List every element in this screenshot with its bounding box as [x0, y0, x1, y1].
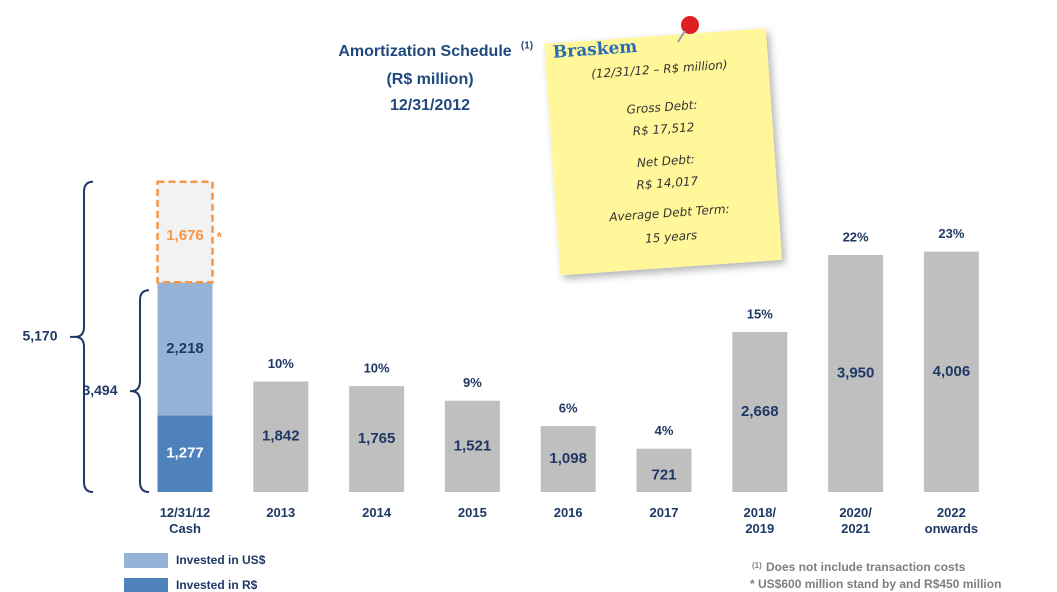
value-label: 1,521: [454, 437, 492, 454]
bar: [444, 400, 500, 492]
bar: [540, 426, 596, 492]
legend-label: Invested in R$: [176, 578, 258, 592]
note-line: 15 years: [645, 228, 698, 246]
value-label: 3,950: [837, 364, 875, 381]
footnote-marker: (1): [752, 561, 762, 570]
value-label: 721: [651, 466, 676, 483]
x-tick-label: 2020/ 2021: [839, 505, 872, 536]
bar: [349, 386, 405, 492]
bar: [828, 255, 884, 492]
legend-swatch: [124, 578, 168, 592]
share-label: 10%: [364, 361, 390, 376]
total-brace: [74, 180, 94, 493]
bar: [636, 448, 692, 492]
value-label: 4,006: [933, 363, 971, 380]
value-label: 1,098: [549, 450, 587, 467]
footnote: * US$600 million stand by and R$450 mill…: [750, 577, 1001, 591]
pin: [681, 16, 699, 34]
x-tick-label: 2022 onwards: [924, 505, 979, 536]
share-label: 6%: [559, 401, 578, 416]
share-label: 9%: [463, 375, 482, 390]
date: 12/31/2012: [390, 97, 470, 114]
x-tick-label: 2016: [553, 505, 583, 520]
value-label: 1,842: [262, 428, 300, 445]
total-brace: [130, 289, 150, 493]
bar: [732, 331, 788, 492]
x-tick-label: 2017: [649, 505, 679, 520]
bar: [157, 282, 213, 416]
chart-title: Amortization Schedule: [338, 43, 511, 60]
share-label: 10%: [268, 356, 294, 371]
x-tick-label: 2018/ 2019: [743, 505, 777, 536]
sticky-note: Braskem (12/31/12 – R$ million)Gross Deb…: [544, 28, 782, 276]
value-label: 2,218: [166, 340, 204, 357]
pin-needle: [677, 30, 686, 43]
value-label: 1,676: [166, 227, 204, 244]
total-label: 3,494: [82, 382, 117, 398]
value-label: 1,277: [166, 445, 204, 462]
share-label: 22%: [843, 229, 869, 244]
note-line: R$ 17,512: [632, 120, 695, 138]
stand-by-bar: [156, 180, 214, 284]
subtitle: (R$ million): [386, 71, 473, 88]
x-tick-label: 12/31/12 Cash: [159, 505, 211, 536]
x-tick-label: 2014: [362, 505, 392, 520]
share-label: 15%: [747, 306, 773, 321]
total-label: 5,170: [22, 328, 57, 344]
x-tick-label: 2015: [457, 505, 487, 520]
stand-by-marker: *: [217, 229, 223, 245]
title-note: (1): [521, 41, 533, 52]
legend-label: Invested in US$: [176, 553, 266, 567]
bar: [253, 381, 309, 492]
note-paper: [544, 28, 782, 276]
x-tick-label: 2013: [266, 505, 296, 520]
value-label: 2,668: [741, 403, 779, 420]
bar: [157, 415, 213, 492]
share-label: 4%: [655, 423, 674, 438]
note-line: Gross Debt:: [626, 98, 698, 117]
note-line: R$ 14,017: [636, 174, 699, 192]
footnote: Does not include transaction costs: [766, 560, 966, 574]
legend-swatch: [124, 553, 168, 568]
value-label: 1,765: [358, 430, 396, 447]
note-line: Net Debt:: [636, 152, 695, 170]
bar: [923, 251, 979, 492]
share-label: 23%: [938, 226, 964, 241]
